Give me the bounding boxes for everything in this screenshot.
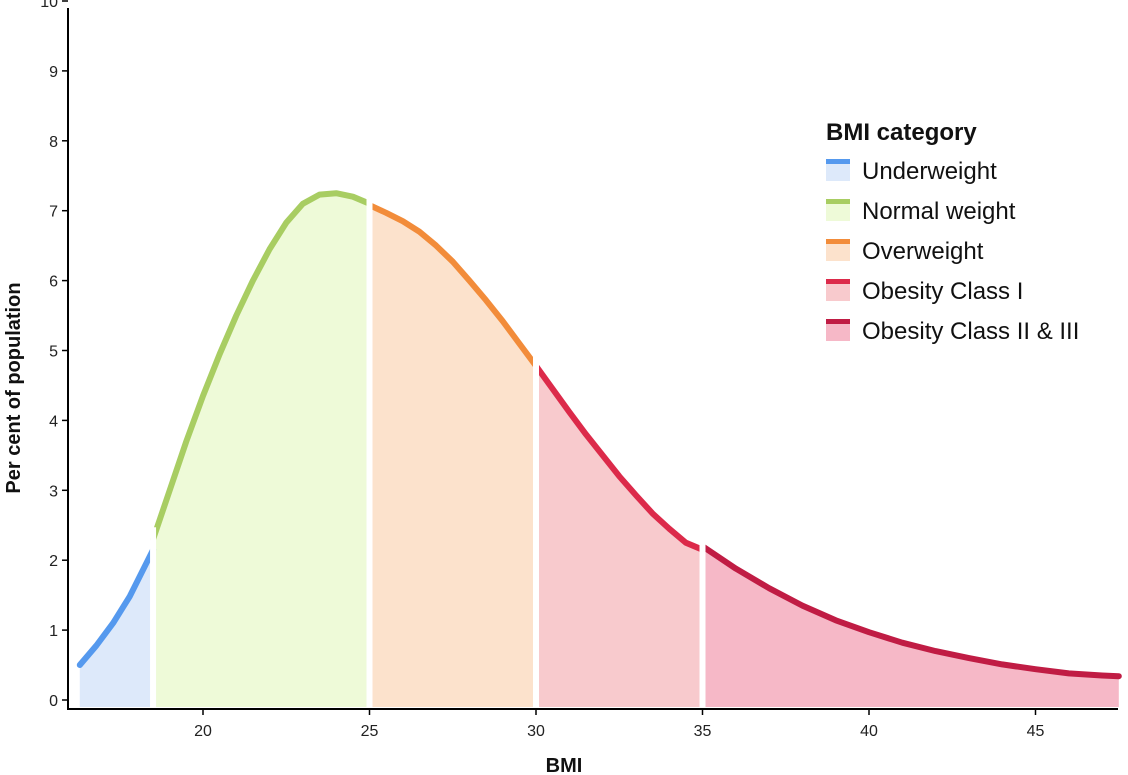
- legend: BMI category Underweight Normal weight Ove…: [826, 119, 1079, 345]
- legend-swatch-line-overweight: [826, 239, 850, 244]
- y-tick-label: 1: [49, 623, 58, 640]
- line-obesity-class-ii-and-iii: [699, 543, 1122, 680]
- y-ticks: 0 1 2 3 4 5 6 7 8 9 10: [40, 0, 68, 710]
- x-tick-label: 20: [194, 723, 212, 740]
- legend-swatch-line-normal-weight: [826, 199, 850, 204]
- y-tick-label: 8: [49, 134, 58, 151]
- y-tick-label: 4: [49, 413, 58, 430]
- legend-label-obesity-class-i: Obesity Class I: [862, 278, 1023, 305]
- y-tick-label: 6: [49, 274, 58, 291]
- legend-swatch-underweight: [826, 159, 850, 181]
- legend-title: BMI category: [826, 119, 977, 146]
- legend-swatch-overweight: [826, 239, 850, 261]
- axes: [67, 8, 1118, 710]
- x-tick-label: 35: [694, 723, 712, 740]
- legend-label-obesity-class-ii-and-iii: Obesity Class II & III: [862, 318, 1079, 345]
- y-tick-label: 2: [49, 553, 58, 570]
- x-tick-label: 45: [1027, 723, 1045, 740]
- legend-label-underweight: Underweight: [862, 158, 997, 185]
- category-dividers: [150, 193, 706, 707]
- legend-swatch-normal-weight: [826, 199, 850, 221]
- legend-label-overweight: Overweight: [862, 238, 984, 265]
- x-axis-title: BMI: [546, 755, 583, 775]
- legend-swatch-line-underweight: [826, 159, 850, 164]
- legend-swatch-line-obesity-class-ii-and-iii: [826, 319, 850, 324]
- x-tick-label: 25: [361, 723, 379, 740]
- legend-swatch-line-obesity-class-i: [826, 279, 850, 284]
- legend-swatch-obesity-class-i: [826, 279, 850, 301]
- area-overweight: [369, 205, 536, 707]
- y-tick-label: 5: [49, 344, 58, 361]
- y-tick-label: 7: [49, 204, 58, 221]
- area-normal-weight: [153, 193, 370, 707]
- y-tick-label: 0: [49, 693, 58, 710]
- legend-label-normal-weight: Normal weight: [862, 198, 1016, 225]
- area-obesity-class-ii-and-iii: [702, 546, 1119, 707]
- legend-swatch-obesity-class-ii-and-iii: [826, 319, 850, 341]
- line-normal-weight: [150, 190, 373, 543]
- y-tick-label: 9: [49, 64, 58, 81]
- line-obesity-class-i: [533, 362, 706, 553]
- x-ticks: 20 25 30 35 40 45: [194, 709, 1045, 740]
- series-lines: [76, 190, 1122, 680]
- x-tick-label: 40: [860, 723, 878, 740]
- line-underweight: [76, 546, 157, 668]
- y-axis-title: Per cent of population: [3, 282, 25, 493]
- y-tick-label: 10: [40, 0, 58, 11]
- area-obesity-class-i: [536, 365, 703, 707]
- x-tick-label: 30: [527, 723, 545, 740]
- line-overweight: [366, 202, 539, 369]
- y-tick-label: 3: [49, 483, 58, 500]
